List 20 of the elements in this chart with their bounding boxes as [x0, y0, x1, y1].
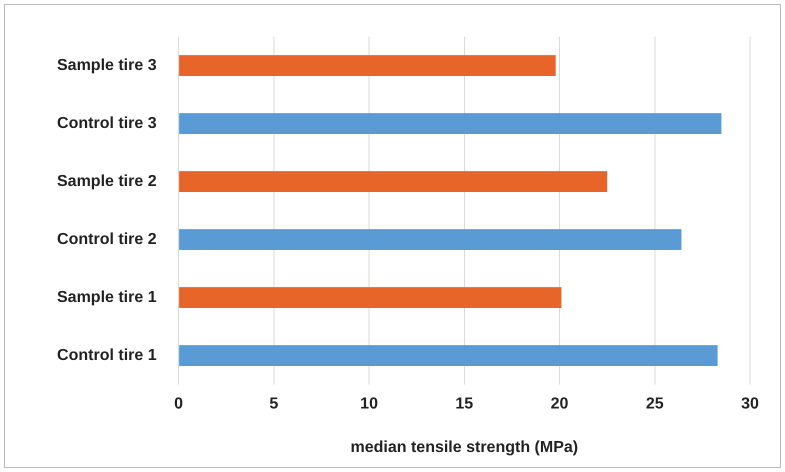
y-tick-label: Control tire 2 — [57, 231, 157, 248]
x-tick-label: 5 — [269, 396, 278, 413]
x-tick-label: 20 — [550, 396, 569, 413]
bar — [179, 287, 562, 308]
x-tick-label: 30 — [741, 396, 759, 413]
bar — [179, 229, 682, 250]
x-tick-label: 10 — [360, 396, 378, 413]
x-tick-label: 25 — [646, 396, 664, 413]
y-tick-label: Control tire 3 — [57, 115, 157, 132]
y-tick-label: Sample tire 2 — [56, 173, 157, 190]
y-tick-label: Control tire 1 — [57, 347, 157, 364]
bar — [179, 55, 556, 76]
bar — [179, 113, 722, 134]
y-tick-label: Sample tire 1 — [56, 289, 157, 306]
x-axis-title: median tensile strength (MPa) — [350, 438, 578, 456]
bar — [179, 345, 718, 366]
x-tick-label: 15 — [455, 396, 474, 413]
bar — [179, 171, 608, 192]
y-tick-label: Sample tire 3 — [56, 57, 157, 74]
x-tick-label: 0 — [174, 396, 184, 413]
